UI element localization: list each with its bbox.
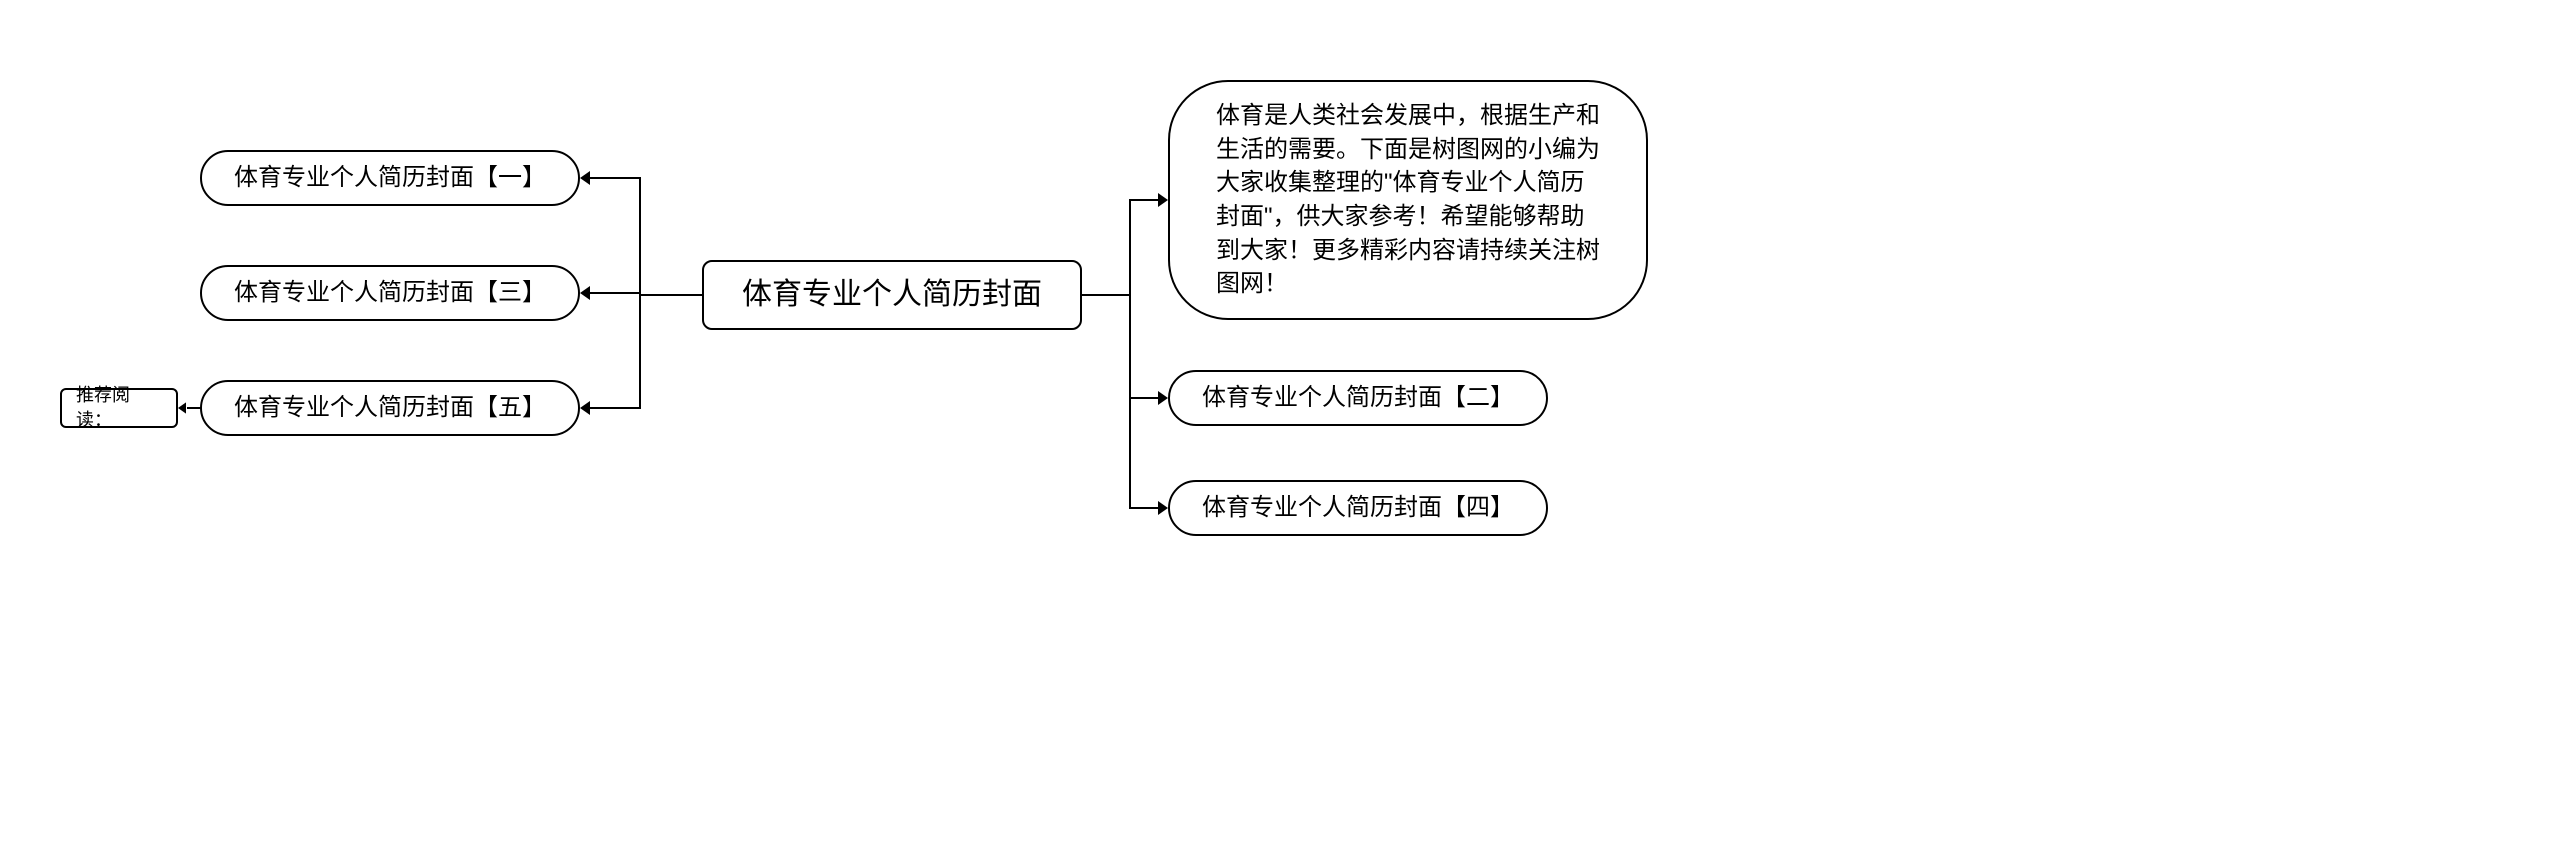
- center-node[interactable]: 体育专业个人简历封面: [702, 260, 1082, 330]
- left-child-3[interactable]: 体育专业个人简历封面【三】: [200, 265, 580, 321]
- left-child-1[interactable]: 体育专业个人简历封面【一】: [200, 150, 580, 206]
- right-child-4[interactable]: 体育专业个人简历封面【四】: [1168, 480, 1548, 536]
- right-child-description[interactable]: 体育是人类社会发展中，根据生产和生活的需要。下面是树图网的小编为大家收集整理的"…: [1168, 80, 1648, 320]
- mindmap-canvas: 体育专业个人简历封面 体育专业个人简历封面【一】 体育专业个人简历封面【三】 体…: [0, 0, 2560, 851]
- left-child-5[interactable]: 体育专业个人简历封面【五】: [200, 380, 580, 436]
- right-child-2[interactable]: 体育专业个人简历封面【二】: [1168, 370, 1548, 426]
- description-text: 体育是人类社会发展中，根据生产和生活的需要。下面是树图网的小编为大家收集整理的"…: [1216, 99, 1600, 301]
- recommended-reading-node[interactable]: 推荐阅读：: [60, 388, 178, 428]
